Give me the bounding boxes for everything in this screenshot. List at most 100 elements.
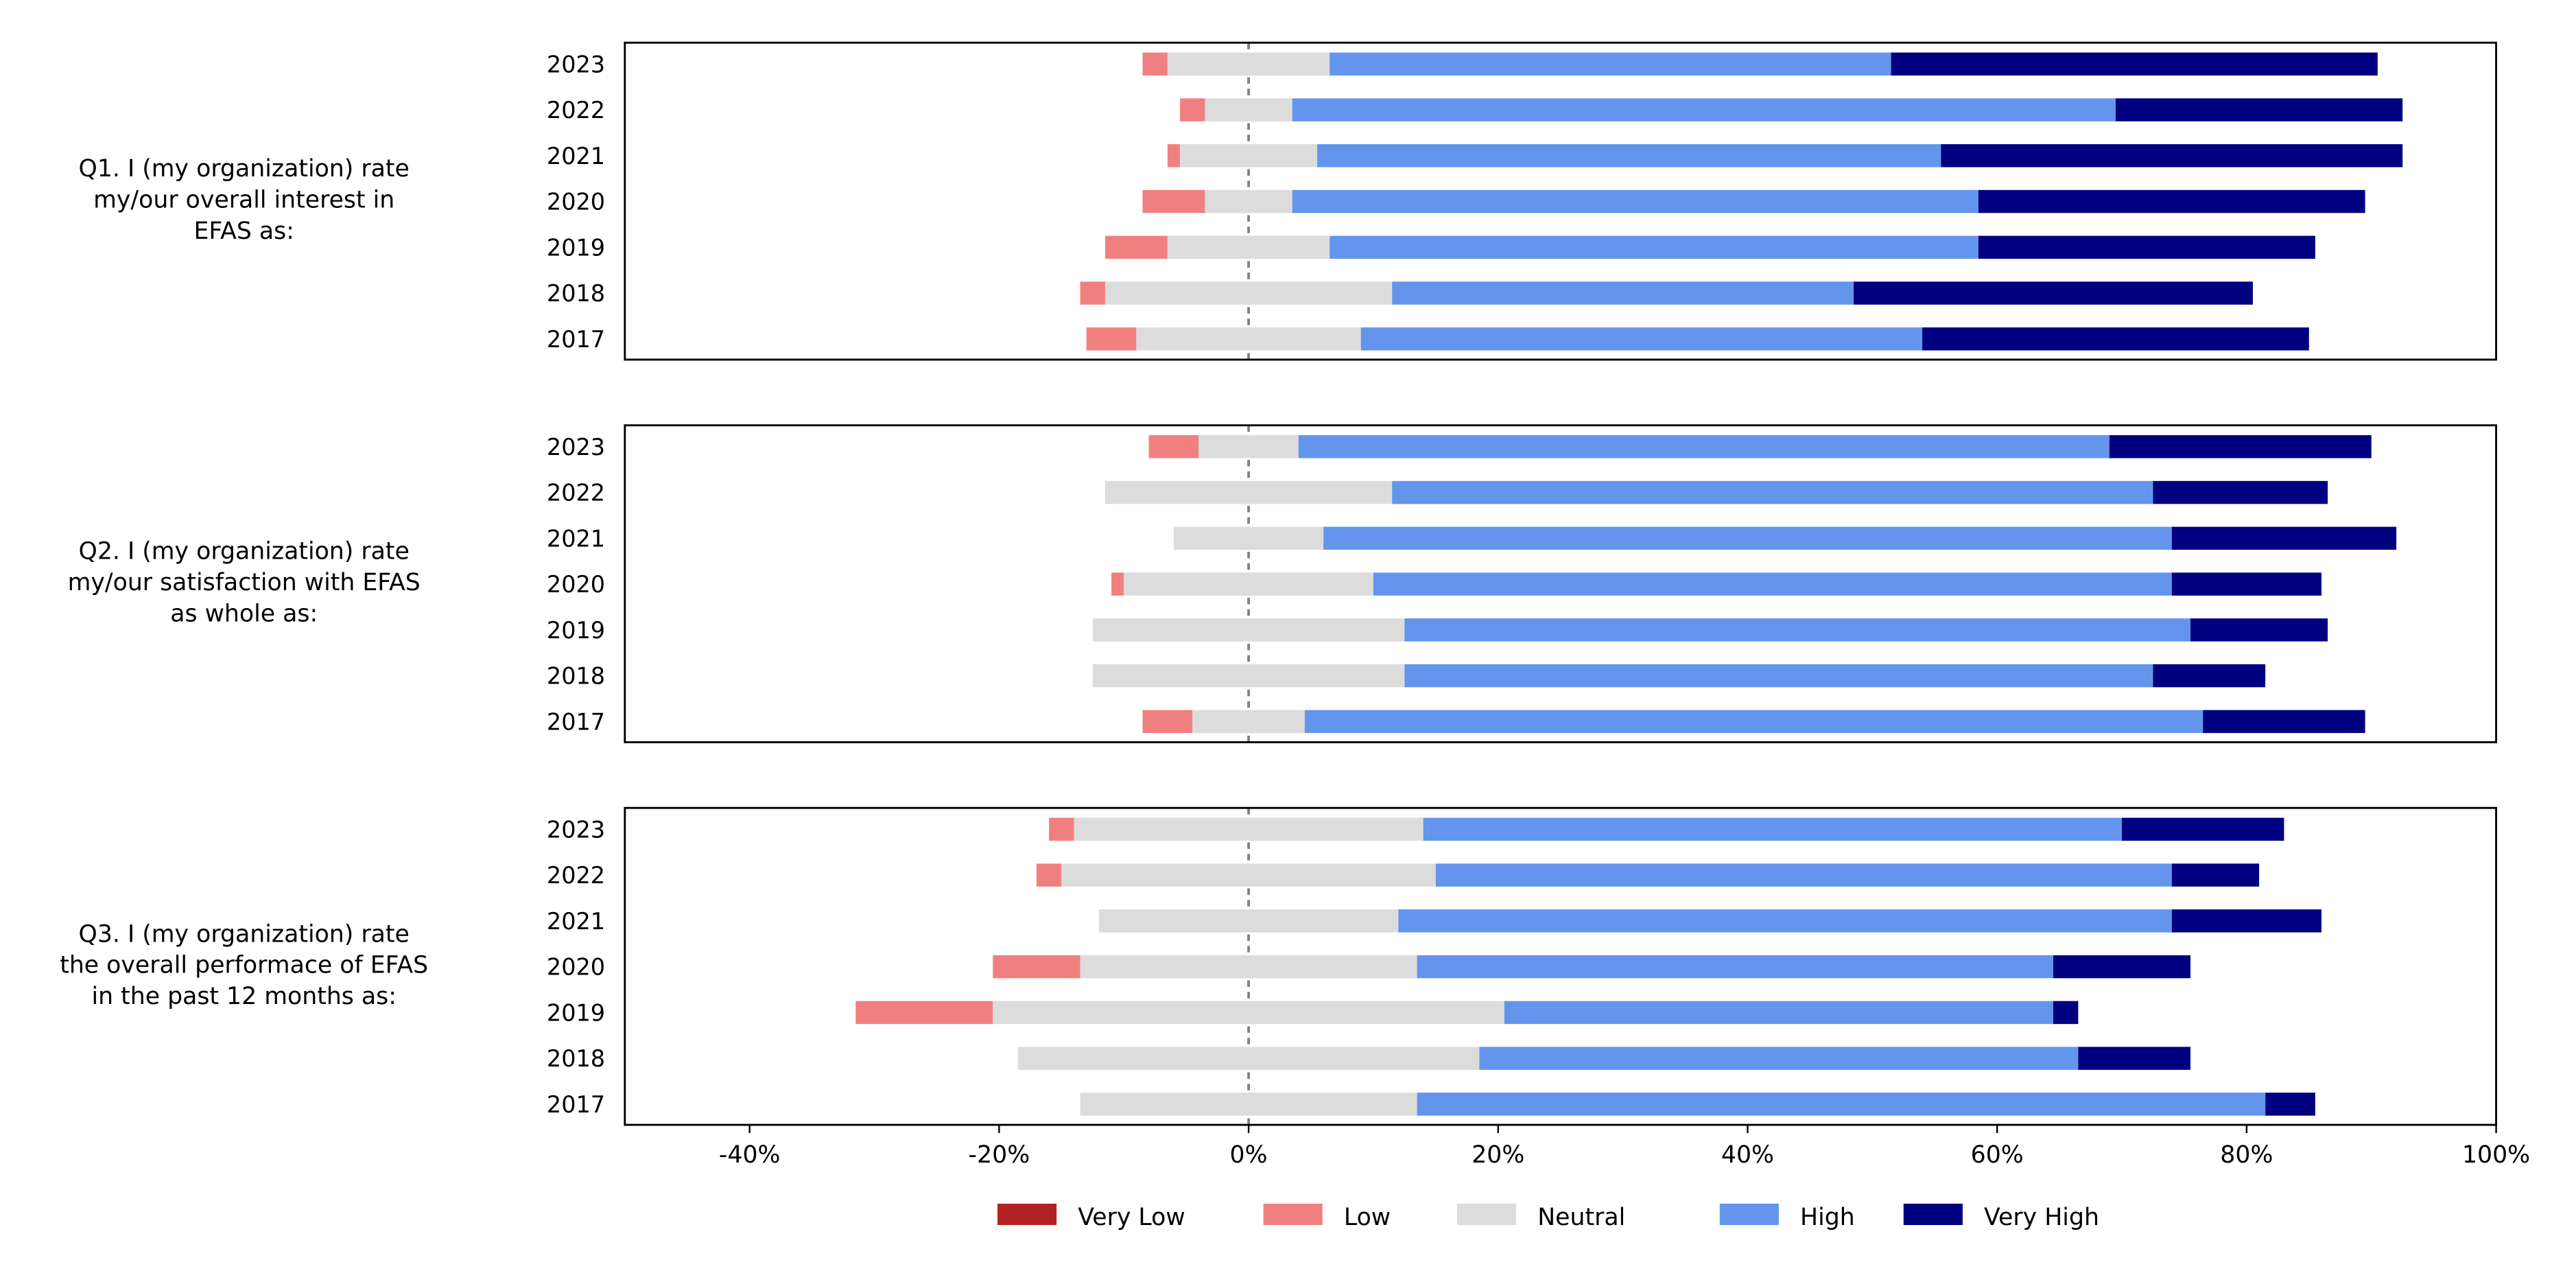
bar-neutral bbox=[1080, 1093, 1417, 1116]
bar-very-high bbox=[1891, 52, 2378, 76]
bar-neutral bbox=[1198, 435, 1299, 458]
bar-high bbox=[1360, 327, 1923, 351]
bar-very-high bbox=[1854, 281, 2253, 305]
bar-neutral bbox=[1092, 664, 1405, 688]
bar-very-high bbox=[2053, 955, 2191, 979]
question-label-line: my/our satisfaction with EFAS bbox=[68, 569, 421, 596]
bar-low bbox=[1180, 98, 1205, 121]
y-tick-label: 2018 bbox=[547, 1045, 605, 1072]
legend-label: Neutral bbox=[1537, 1204, 1625, 1231]
y-tick-label: 2022 bbox=[547, 862, 605, 889]
bar-very-high bbox=[1978, 235, 2315, 259]
y-tick-label: 2023 bbox=[547, 816, 605, 843]
x-tick-label: 80% bbox=[2220, 1141, 2273, 1169]
question-label-line: the overall performace of EFAS bbox=[60, 952, 428, 979]
bar-high bbox=[1392, 480, 2153, 504]
y-tick-label: 2023 bbox=[547, 51, 605, 78]
bar-neutral bbox=[1136, 327, 1361, 351]
question-label-line: Q2. I (my organization) rate bbox=[79, 538, 410, 565]
y-tick-label: 2017 bbox=[547, 708, 605, 735]
question-label-line: in the past 12 months as: bbox=[91, 983, 396, 1010]
bar-high bbox=[1292, 189, 1978, 213]
bar-high bbox=[1330, 52, 1891, 76]
y-tick-label: 2020 bbox=[547, 571, 605, 598]
legend-swatch-low bbox=[1263, 1203, 1323, 1226]
bar-low bbox=[1049, 817, 1074, 841]
bar-very-high bbox=[2122, 817, 2284, 841]
bar-low bbox=[1142, 710, 1193, 734]
bar-low bbox=[1142, 52, 1168, 76]
bar-very-high bbox=[2053, 1001, 2079, 1025]
bar-neutral bbox=[1173, 526, 1324, 550]
panel-q3: 2023 2022 2021 2020 2019 2018 2017 Q3. I (my or… bbox=[60, 806, 2498, 1126]
y-tick-label: 2020 bbox=[547, 954, 605, 981]
panel-frame bbox=[624, 806, 2498, 1126]
bar-high bbox=[1435, 863, 2172, 887]
bar-neutral bbox=[1180, 144, 1318, 167]
bar-neutral bbox=[1205, 189, 1292, 213]
bar-neutral bbox=[1104, 480, 1393, 504]
bar-very-high bbox=[2153, 664, 2266, 688]
bar-very-high bbox=[2078, 1047, 2191, 1070]
legend-label: High bbox=[1800, 1204, 1855, 1231]
bar-neutral bbox=[1061, 863, 1436, 887]
legend-label: Very High bbox=[1984, 1204, 2099, 1231]
x-tick-label: 20% bbox=[1472, 1141, 1524, 1169]
panel-q1: 2023 2022 2021 2020 2019 2018 2017 Q1. I (my or… bbox=[79, 41, 2498, 361]
y-tick-label: 2021 bbox=[547, 525, 605, 552]
panel-frame bbox=[624, 41, 2498, 361]
bar-neutral bbox=[1205, 98, 1292, 121]
x-tick-label: -40% bbox=[719, 1141, 781, 1169]
bar-low bbox=[1104, 235, 1168, 259]
y-tick-label: 2022 bbox=[547, 97, 605, 124]
legend-swatch-high bbox=[1719, 1203, 1779, 1226]
bar-high bbox=[1373, 572, 2172, 596]
bar-high bbox=[1330, 235, 1978, 259]
bar-low bbox=[855, 1001, 993, 1025]
y-tick-label: 2017 bbox=[547, 1091, 605, 1118]
legend-swatch-neutral bbox=[1456, 1203, 1517, 1226]
bar-neutral bbox=[1124, 572, 1373, 596]
bar-very-high bbox=[2171, 526, 2397, 550]
bar-low bbox=[1148, 435, 1199, 458]
x-tick-label: 100% bbox=[2462, 1141, 2530, 1169]
y-tick-label: 2021 bbox=[547, 143, 605, 170]
legend-label: Very Low bbox=[1078, 1204, 1185, 1231]
bar-low bbox=[1111, 572, 1124, 596]
bar-high bbox=[1298, 435, 2110, 458]
bar-neutral bbox=[1167, 52, 1330, 76]
x-tick-label: -20% bbox=[969, 1141, 1030, 1169]
bar-high bbox=[1392, 281, 1854, 305]
bar-neutral bbox=[1080, 955, 1417, 979]
bar-high bbox=[1504, 1001, 2054, 1025]
bar-low bbox=[1036, 863, 1062, 887]
bar-very-high bbox=[2171, 572, 2321, 596]
y-tick-label: 2021 bbox=[547, 908, 605, 935]
y-tick-label: 2020 bbox=[547, 189, 605, 215]
bar-high bbox=[1398, 909, 2172, 933]
y-tick-label: 2022 bbox=[547, 480, 605, 506]
bar-neutral bbox=[1074, 817, 1423, 841]
bar-very-high bbox=[2190, 618, 2328, 642]
bar-neutral bbox=[1192, 710, 1305, 734]
bar-neutral bbox=[993, 1001, 1504, 1025]
y-tick-label: 2019 bbox=[547, 234, 605, 261]
bar-high bbox=[1417, 1093, 2266, 1116]
legend-swatch-very-high bbox=[1903, 1203, 1963, 1226]
y-tick-label: 2023 bbox=[547, 434, 605, 460]
bar-high bbox=[1317, 144, 1941, 167]
bar-very-high bbox=[1941, 144, 2403, 167]
bar-neutral bbox=[1092, 618, 1405, 642]
bar-neutral bbox=[1104, 281, 1393, 305]
bar-high bbox=[1304, 710, 2203, 734]
panel-frame bbox=[624, 424, 2498, 743]
legend-swatch-very-low bbox=[997, 1203, 1057, 1226]
bar-low bbox=[1142, 189, 1205, 213]
legend-label: Low bbox=[1344, 1204, 1391, 1231]
bar-very-high bbox=[1978, 189, 2365, 213]
x-tick-label: 60% bbox=[1971, 1141, 2024, 1169]
bar-low bbox=[1080, 281, 1105, 305]
bar-neutral bbox=[1098, 909, 1399, 933]
bar-low bbox=[1167, 144, 1181, 167]
